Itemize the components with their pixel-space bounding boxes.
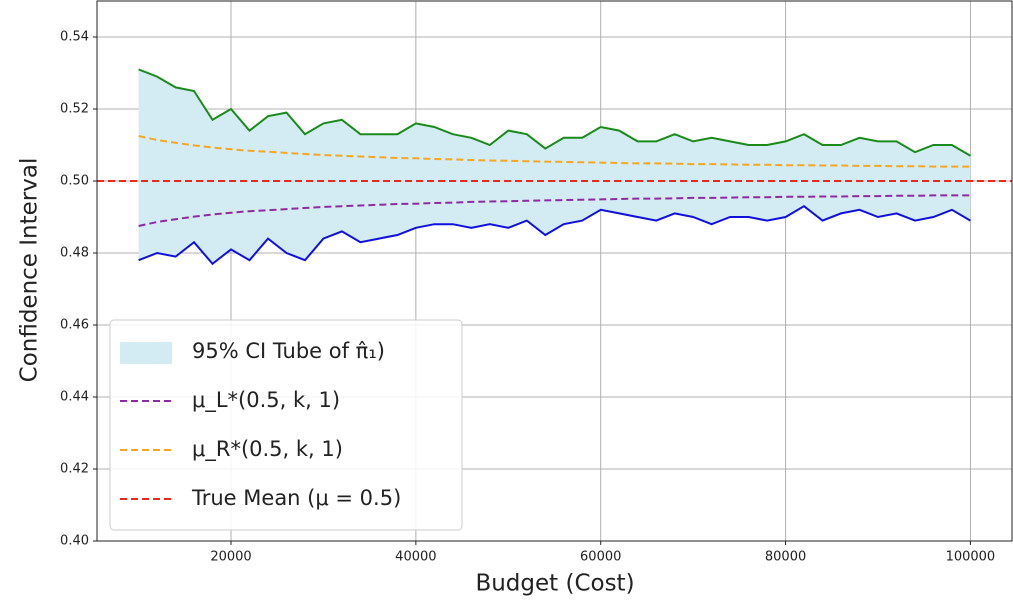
legend-label: True Mean (μ = 0.5) xyxy=(191,486,401,510)
x-axis-label: Budget (Cost) xyxy=(475,571,634,597)
legend-label: μ_R*(0.5, k, 1) xyxy=(192,437,343,462)
legend-swatch xyxy=(120,342,172,364)
y-tick-label: 0.52 xyxy=(60,102,89,117)
x-tick-label: 80000 xyxy=(765,550,806,565)
series-line xyxy=(138,194,971,227)
legend-box xyxy=(109,319,463,531)
legend-label: 95% CI Tube of π̂₁) xyxy=(192,339,385,363)
ci-upper-line xyxy=(138,68,971,157)
legend-label: μ_L*(0.5, k, 1) xyxy=(192,388,340,413)
ci-lower-line xyxy=(138,204,971,266)
x-tick-label: 20000 xyxy=(210,550,251,565)
y-tick-label: 0.54 xyxy=(60,30,89,45)
y-tick-label: 0.46 xyxy=(60,318,89,333)
y-axis-label: Confidence Interval xyxy=(17,158,43,383)
plot-frame xyxy=(96,0,1013,542)
y-tick-label: 0.44 xyxy=(60,390,89,405)
ci-band xyxy=(138,69,971,264)
x-tick-label: 60000 xyxy=(580,550,621,565)
x-tick-label: 100000 xyxy=(946,550,996,565)
x-tick-label: 40000 xyxy=(395,550,436,565)
y-tick-label: 0.42 xyxy=(60,462,89,477)
series-line xyxy=(138,135,971,168)
y-tick-label: 0.50 xyxy=(60,174,89,189)
y-tick-label: 0.48 xyxy=(60,246,89,261)
y-tick-label: 0.40 xyxy=(60,534,89,549)
